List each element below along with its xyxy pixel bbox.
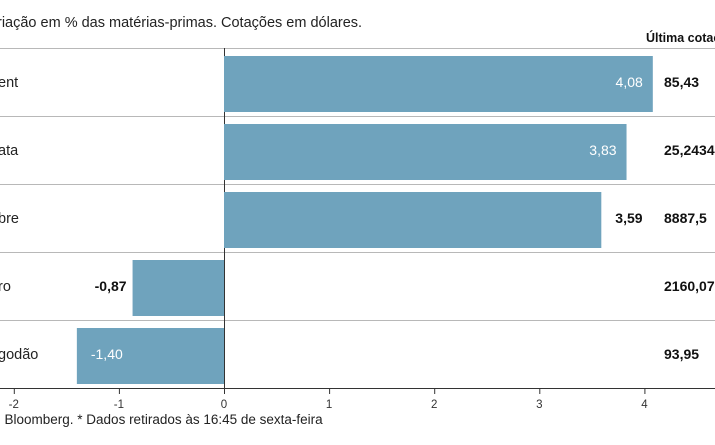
value-label: -1,40 bbox=[91, 346, 123, 362]
x-tick-label: 1 bbox=[326, 399, 332, 411]
value-label: 4,08 bbox=[616, 74, 643, 90]
bar-1 bbox=[224, 124, 627, 180]
x-tick-label: 4 bbox=[641, 399, 648, 411]
category-label: bre bbox=[0, 211, 19, 227]
last-quote: 85,43 bbox=[664, 74, 699, 90]
value-label: -0,87 bbox=[95, 278, 127, 294]
value-label: 3,59 bbox=[615, 210, 642, 226]
last-quote: 2160,07 bbox=[664, 278, 715, 294]
category-label: ent bbox=[0, 75, 18, 91]
value-label: 3,83 bbox=[589, 142, 616, 158]
category-label: godão bbox=[0, 347, 38, 363]
last-quote-header: Última cotaç bbox=[646, 31, 715, 45]
category-label: ro bbox=[0, 279, 11, 295]
category-label: ata bbox=[0, 143, 19, 159]
x-tick-label: 0 bbox=[221, 399, 227, 411]
bar-3 bbox=[132, 260, 224, 316]
last-quote: 93,95 bbox=[664, 346, 699, 362]
bar-4 bbox=[76, 328, 224, 384]
last-quote: 8887,5 bbox=[664, 210, 707, 226]
x-tick-label: 2 bbox=[431, 399, 437, 411]
x-tick-label: -1 bbox=[114, 399, 124, 411]
chart-subtitle: riação em % das matérias-primas. Cotaçõe… bbox=[0, 15, 363, 31]
bar-2 bbox=[224, 192, 602, 248]
last-quote: 25,2434 bbox=[664, 142, 715, 158]
x-tick-label: 3 bbox=[536, 399, 542, 411]
x-tick-label: -2 bbox=[9, 399, 19, 411]
bar-0 bbox=[224, 56, 653, 112]
source-note: : Bloomberg. * Dados retirados às 16:45 … bbox=[0, 412, 323, 427]
